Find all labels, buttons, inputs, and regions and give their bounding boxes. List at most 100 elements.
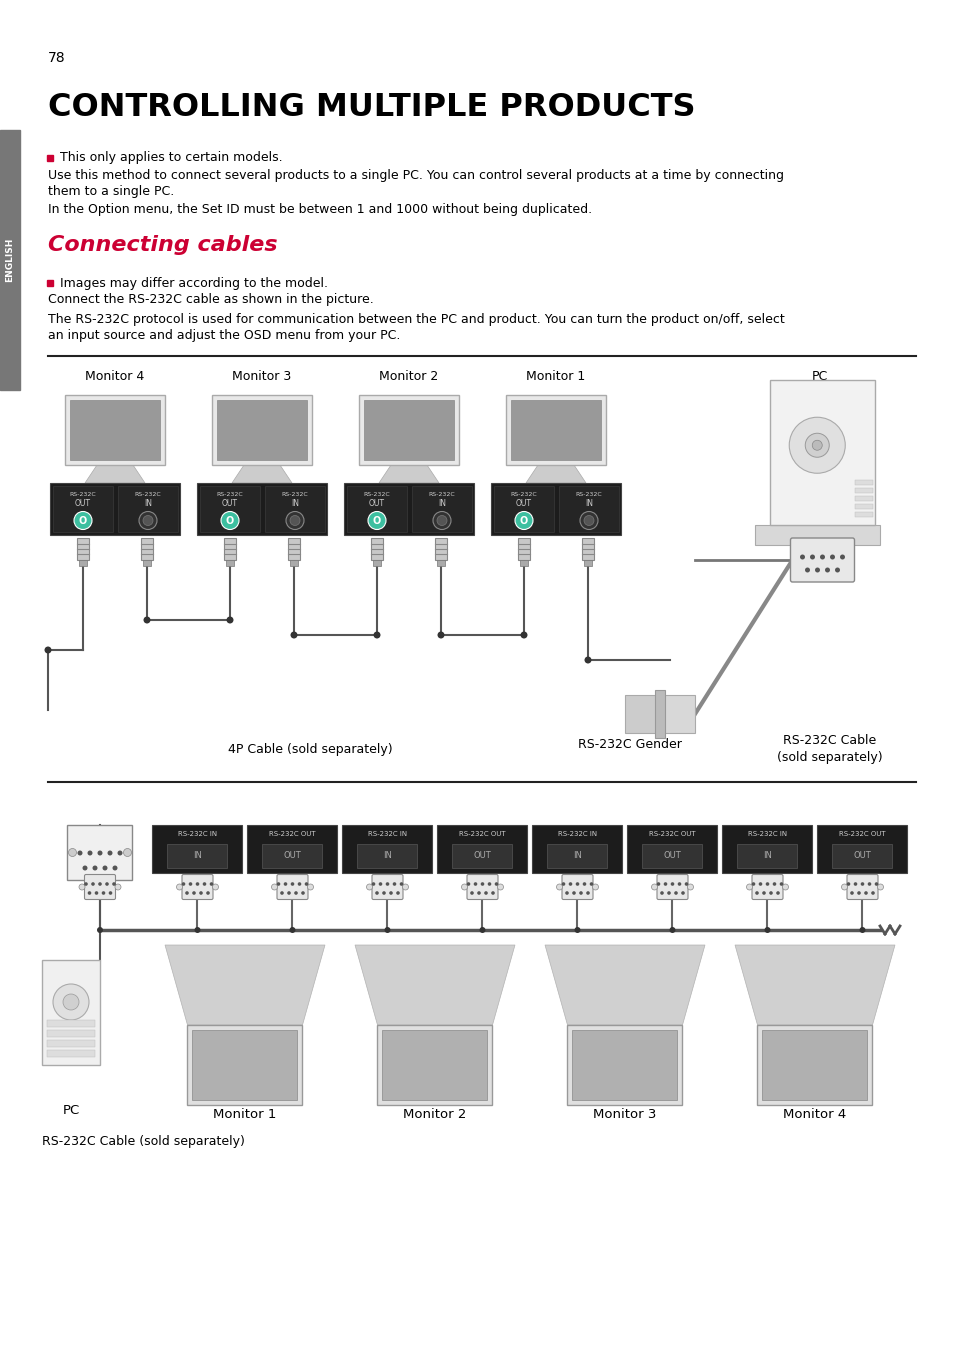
- Circle shape: [393, 883, 395, 886]
- Circle shape: [226, 616, 233, 623]
- Circle shape: [829, 555, 834, 559]
- Bar: [47, 1030, 95, 1037]
- Circle shape: [91, 883, 94, 886]
- Circle shape: [97, 850, 102, 856]
- Bar: [141, 538, 152, 561]
- Circle shape: [788, 417, 844, 474]
- Bar: [519, 561, 527, 566]
- Circle shape: [776, 891, 779, 895]
- Bar: [364, 399, 454, 460]
- Text: RS-232C Gender: RS-232C Gender: [578, 738, 681, 751]
- Bar: [47, 1049, 95, 1057]
- Circle shape: [143, 616, 151, 623]
- Circle shape: [582, 883, 586, 886]
- Bar: [854, 481, 872, 485]
- Bar: [382, 1030, 487, 1099]
- Circle shape: [437, 631, 444, 639]
- Circle shape: [402, 884, 408, 890]
- Bar: [624, 695, 659, 733]
- FancyBboxPatch shape: [182, 875, 213, 899]
- Circle shape: [804, 433, 828, 458]
- Circle shape: [497, 884, 503, 890]
- Text: PC: PC: [811, 370, 827, 382]
- Text: OUT: OUT: [853, 852, 870, 861]
- Circle shape: [82, 865, 88, 871]
- Bar: [532, 825, 622, 873]
- Bar: [761, 1030, 866, 1099]
- Circle shape: [584, 657, 591, 663]
- Circle shape: [684, 883, 687, 886]
- Circle shape: [574, 927, 579, 933]
- Text: RS-232C OUT: RS-232C OUT: [648, 830, 695, 837]
- Text: Monitor 2: Monitor 2: [403, 1109, 466, 1121]
- Text: RS-232C OUT: RS-232C OUT: [269, 830, 315, 837]
- Circle shape: [79, 884, 85, 890]
- Circle shape: [592, 884, 598, 890]
- Circle shape: [824, 567, 829, 573]
- Bar: [168, 844, 227, 868]
- Bar: [517, 538, 530, 561]
- Bar: [0, 130, 20, 390]
- Circle shape: [176, 884, 182, 890]
- FancyBboxPatch shape: [751, 875, 782, 899]
- Circle shape: [395, 891, 399, 895]
- Circle shape: [289, 927, 295, 933]
- Bar: [265, 486, 325, 532]
- Text: Monitor 3: Monitor 3: [593, 1109, 656, 1121]
- FancyBboxPatch shape: [561, 875, 593, 899]
- Circle shape: [846, 883, 849, 886]
- Bar: [572, 1030, 677, 1099]
- Circle shape: [304, 883, 308, 886]
- Circle shape: [374, 631, 380, 639]
- Text: RS-232C: RS-232C: [575, 492, 601, 497]
- Bar: [216, 399, 307, 460]
- Bar: [436, 561, 444, 566]
- Bar: [347, 486, 407, 532]
- Circle shape: [781, 884, 788, 890]
- Bar: [65, 395, 165, 464]
- Bar: [224, 538, 235, 561]
- Text: RS-232C: RS-232C: [281, 492, 308, 497]
- Text: Monitor 3: Monitor 3: [233, 370, 292, 382]
- Circle shape: [814, 567, 820, 573]
- Bar: [344, 483, 474, 535]
- Text: OUT: OUT: [75, 500, 91, 508]
- Circle shape: [98, 883, 102, 886]
- Text: RS-232C Cable (sold separately): RS-232C Cable (sold separately): [42, 1136, 245, 1148]
- Text: 78: 78: [48, 51, 66, 65]
- Circle shape: [206, 891, 210, 895]
- Circle shape: [94, 891, 98, 895]
- Circle shape: [484, 891, 487, 895]
- Text: RS-232C: RS-232C: [363, 492, 390, 497]
- Text: IN: IN: [291, 500, 298, 508]
- Text: The RS-232C protocol is used for communication between the PC and product. You c: The RS-232C protocol is used for communi…: [48, 314, 784, 326]
- Circle shape: [115, 884, 121, 890]
- Circle shape: [751, 883, 755, 886]
- FancyBboxPatch shape: [790, 538, 854, 582]
- Text: IN: IN: [437, 500, 446, 508]
- Text: RS-232C IN: RS-232C IN: [747, 830, 786, 837]
- Bar: [47, 1020, 95, 1026]
- Circle shape: [433, 512, 451, 529]
- Bar: [358, 395, 458, 464]
- Circle shape: [384, 927, 390, 933]
- Text: RS-232C IN: RS-232C IN: [178, 830, 217, 837]
- Polygon shape: [165, 945, 325, 1025]
- Circle shape: [853, 883, 857, 886]
- Circle shape: [755, 891, 758, 895]
- FancyBboxPatch shape: [657, 875, 687, 899]
- Text: them to a single PC.: them to a single PC.: [48, 184, 174, 198]
- Circle shape: [88, 850, 92, 856]
- Circle shape: [92, 865, 97, 871]
- Text: O: O: [79, 516, 87, 525]
- Circle shape: [213, 884, 218, 890]
- Bar: [212, 395, 312, 464]
- Circle shape: [123, 849, 132, 857]
- Circle shape: [585, 891, 589, 895]
- Circle shape: [283, 883, 287, 886]
- Bar: [547, 844, 607, 868]
- Text: IN: IN: [584, 500, 593, 508]
- Bar: [769, 380, 874, 525]
- Text: RS-232C: RS-232C: [134, 492, 161, 497]
- Text: OUT: OUT: [473, 852, 491, 861]
